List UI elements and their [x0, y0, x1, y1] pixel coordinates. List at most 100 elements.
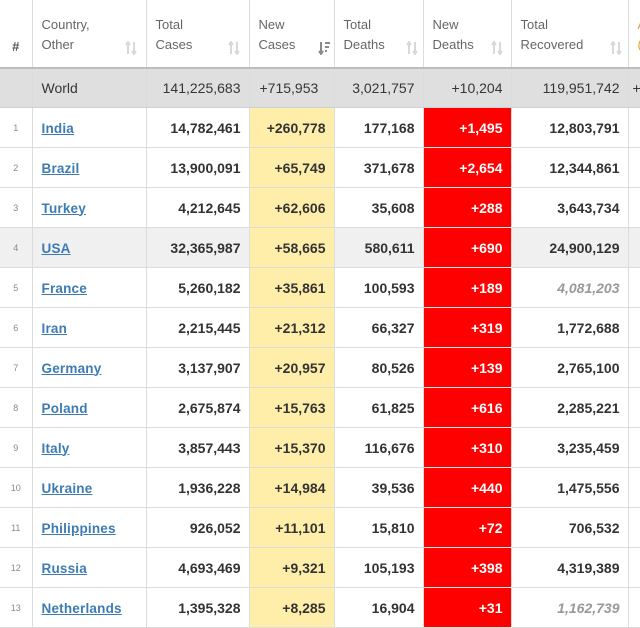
- header-total-recovered[interactable]: Total Recovered: [511, 0, 628, 68]
- country-cell: Iran: [32, 308, 146, 348]
- header-label-line1: Total: [521, 17, 548, 32]
- sort-both-icon[interactable]: [610, 41, 622, 55]
- total-deaths-cell: 39,536: [334, 468, 423, 508]
- extra-cell: [628, 228, 640, 268]
- table-row-highlighted: 4 USA 32,365,987 +58,665 580,611 +690 24…: [0, 228, 640, 268]
- total-recovered-cell: 24,900,129: [511, 228, 628, 268]
- extra-cell: [628, 108, 640, 148]
- new-deaths-cell: +189: [423, 268, 511, 308]
- extra-cell: [628, 468, 640, 508]
- new-cases-cell: +14,984: [249, 468, 334, 508]
- extra-cell: [628, 548, 640, 588]
- header-label-line2: Recovered: [521, 37, 584, 52]
- sort-both-icon[interactable]: [406, 41, 418, 55]
- new-deaths-cell: +616: [423, 388, 511, 428]
- new-deaths-cell: +398: [423, 548, 511, 588]
- new-cases-cell: +21,312: [249, 308, 334, 348]
- header-total-deaths[interactable]: Total Deaths: [334, 0, 423, 68]
- total-cases-cell: 4,212,645: [146, 188, 249, 228]
- header-label-line1: Country,: [42, 17, 90, 32]
- country-cell: India: [32, 108, 146, 148]
- new-cases-cell: +11,101: [249, 508, 334, 548]
- country-link[interactable]: Brazil: [42, 161, 80, 176]
- extra-cell: [628, 188, 640, 228]
- total-cases-cell: 2,675,874: [146, 388, 249, 428]
- new-cases-cell: +260,778: [249, 108, 334, 148]
- total-recovered-cell: 12,803,791: [511, 108, 628, 148]
- extra-cell: [628, 148, 640, 188]
- country-link[interactable]: Turkey: [42, 201, 86, 216]
- header-label: #: [12, 39, 19, 54]
- total-recovered-cell: 119,951,742: [511, 68, 628, 108]
- country-link[interactable]: Netherlands: [42, 601, 122, 616]
- total-deaths-cell: 100,593: [334, 268, 423, 308]
- rank-cell: 12: [0, 548, 32, 588]
- table-row: 13 Netherlands 1,395,328 +8,285 16,904 +…: [0, 588, 640, 628]
- total-recovered-cell: 4,319,389: [511, 548, 628, 588]
- sort-both-icon[interactable]: [125, 41, 137, 55]
- country-link[interactable]: India: [42, 121, 75, 136]
- country-link[interactable]: Poland: [42, 401, 88, 416]
- country-cell: Italy: [32, 428, 146, 468]
- country-link[interactable]: Germany: [42, 361, 102, 376]
- extra-cell: [628, 588, 640, 628]
- sort-both-icon[interactable]: [228, 41, 240, 55]
- extra-cell: [628, 348, 640, 388]
- new-deaths-cell: +139: [423, 348, 511, 388]
- country-cell: Russia: [32, 548, 146, 588]
- country-link[interactable]: USA: [42, 241, 71, 256]
- new-cases-cell: +20,957: [249, 348, 334, 388]
- new-cases-cell: +15,763: [249, 388, 334, 428]
- header-new-deaths[interactable]: New Deaths: [423, 0, 511, 68]
- total-recovered-cell: 1,772,688: [511, 308, 628, 348]
- total-recovered-cell: 1,475,556: [511, 468, 628, 508]
- total-recovered-cell-estimated: 1,162,739: [511, 588, 628, 628]
- table-row: 11 Philippines 926,052 +11,101 15,810 +7…: [0, 508, 640, 548]
- rank-cell: 7: [0, 348, 32, 388]
- header-total-cases[interactable]: Total Cases: [146, 0, 249, 68]
- table-row: 8 Poland 2,675,874 +15,763 61,825 +616 2…: [0, 388, 640, 428]
- table-row: 7 Germany 3,137,907 +20,957 80,526 +139 …: [0, 348, 640, 388]
- new-deaths-cell: +72: [423, 508, 511, 548]
- total-cases-cell: 14,782,461: [146, 108, 249, 148]
- rank-cell: 10: [0, 468, 32, 508]
- extra-cell: [628, 508, 640, 548]
- total-cases-cell: 5,260,182: [146, 268, 249, 308]
- header-label-line2: Deaths: [344, 37, 385, 52]
- country-link[interactable]: Iran: [42, 321, 68, 336]
- country-link[interactable]: Ukraine: [42, 481, 93, 496]
- sort-both-icon[interactable]: [491, 41, 503, 55]
- total-deaths-cell: 35,608: [334, 188, 423, 228]
- country-link[interactable]: Philippines: [42, 521, 116, 536]
- sort-descending-active-icon[interactable]: [318, 41, 330, 55]
- header-label-line1: Total: [156, 17, 183, 32]
- country-cell: World: [32, 68, 146, 108]
- header-rank[interactable]: #: [0, 0, 32, 68]
- header-label-line2: Other: [42, 37, 75, 52]
- total-cases-cell: 3,137,907: [146, 348, 249, 388]
- rank-cell: 11: [0, 508, 32, 548]
- table-row: 12 Russia 4,693,469 +9,321 105,193 +398 …: [0, 548, 640, 588]
- header-next-column-partial[interactable]: A (: [628, 0, 640, 68]
- new-cases-cell: +62,606: [249, 188, 334, 228]
- country-cell: Brazil: [32, 148, 146, 188]
- total-recovered-cell: 3,643,734: [511, 188, 628, 228]
- total-recovered-cell: 2,285,221: [511, 388, 628, 428]
- total-deaths-cell: 116,676: [334, 428, 423, 468]
- country-cell: USA: [32, 228, 146, 268]
- table-row: 1 India 14,782,461 +260,778 177,168 +1,4…: [0, 108, 640, 148]
- rank-cell: [0, 68, 32, 108]
- country-link[interactable]: France: [42, 281, 87, 296]
- total-deaths-cell: 371,678: [334, 148, 423, 188]
- country-link[interactable]: Russia: [42, 561, 87, 576]
- header-country[interactable]: Country, Other: [32, 0, 146, 68]
- total-deaths-cell: 177,168: [334, 108, 423, 148]
- extra-cell: [628, 388, 640, 428]
- country-link[interactable]: Italy: [42, 441, 70, 456]
- new-cases-cell: +9,321: [249, 548, 334, 588]
- header-new-cases[interactable]: New Cases: [249, 0, 334, 68]
- new-deaths-cell: +440: [423, 468, 511, 508]
- total-cases-cell: 3,857,443: [146, 428, 249, 468]
- country-cell: Germany: [32, 348, 146, 388]
